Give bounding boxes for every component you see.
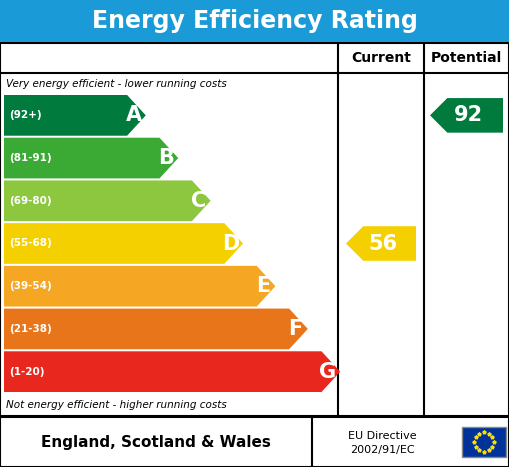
Polygon shape [4,180,211,221]
Text: England, Scotland & Wales: England, Scotland & Wales [41,434,271,450]
Text: Energy Efficiency Rating: Energy Efficiency Rating [92,9,417,33]
Bar [0,0,509,42]
Text: G: G [320,361,336,382]
Text: Not energy efficient - higher running costs: Not energy efficient - higher running co… [6,400,227,410]
Text: (81-91): (81-91) [9,153,51,163]
Polygon shape [4,351,340,392]
Text: Very energy efficient - lower running costs: Very energy efficient - lower running co… [6,79,227,89]
Text: (55-68): (55-68) [9,239,52,248]
Polygon shape [4,309,308,349]
Text: (92+): (92+) [9,110,42,120]
Text: (21-38): (21-38) [9,324,52,334]
Text: E: E [256,276,270,296]
Text: F: F [289,319,303,339]
Polygon shape [4,95,146,136]
Text: Current: Current [351,51,411,65]
Polygon shape [346,226,416,261]
Bar [0,43,509,416]
Polygon shape [4,138,178,178]
Polygon shape [430,98,503,133]
Bar [462,427,506,457]
Text: (39-54): (39-54) [9,281,52,291]
Text: 56: 56 [368,234,398,254]
Text: Potential: Potential [431,51,502,65]
Bar [0,417,509,467]
Polygon shape [4,266,275,306]
Text: C: C [191,191,206,211]
Text: EU Directive: EU Directive [348,431,416,441]
Text: (1-20): (1-20) [9,367,44,377]
Text: A: A [126,106,142,125]
Text: D: D [222,234,239,254]
Polygon shape [4,223,243,264]
Text: B: B [158,148,174,168]
Text: (69-80): (69-80) [9,196,51,206]
Text: 2002/91/EC: 2002/91/EC [350,445,414,455]
Text: 92: 92 [454,106,483,125]
